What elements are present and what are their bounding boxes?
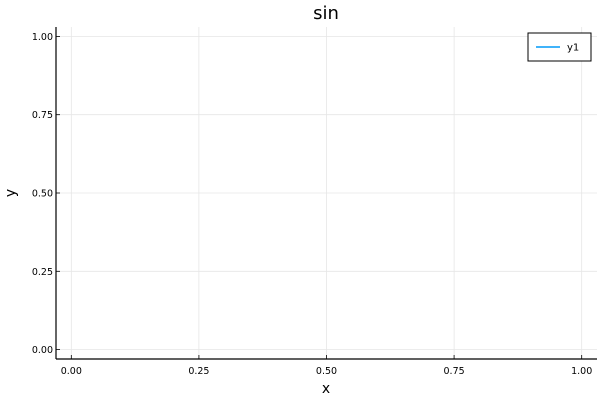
y-tick-label-2: 0.50 (32, 189, 53, 200)
y-tick-label-3: 0.75 (32, 110, 53, 121)
x-tick-label-0: 0.00 (61, 366, 82, 377)
x-tick-label-4: 1.00 (571, 366, 592, 377)
legend-label-y1: y1 (567, 43, 579, 54)
grid (56, 27, 597, 359)
x-axis-label: x (322, 381, 330, 397)
x-tick-label-3: 0.75 (444, 366, 465, 377)
y-tick-label-4: 1.00 (32, 32, 53, 43)
legend: y1 (527, 32, 592, 62)
chart-title: sin (313, 3, 339, 24)
y-axis-label: y (3, 189, 19, 197)
y-tick-label-1: 0.25 (32, 267, 53, 278)
x-tick-label-2: 0.50 (316, 366, 337, 377)
x-tick-label-1: 0.25 (188, 366, 209, 377)
y-tick-label-0: 0.00 (32, 345, 53, 356)
tick-layer: 0.00 0.25 0.50 0.75 1.00 0.00 0.25 0.50 0.75 1.00 (32, 32, 592, 377)
